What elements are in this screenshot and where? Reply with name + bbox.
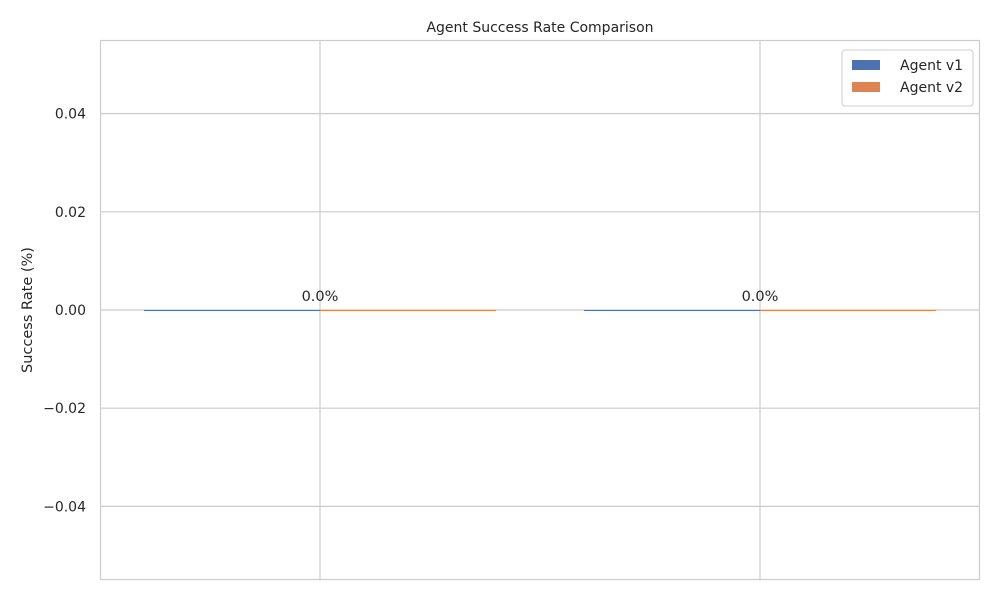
y-tick-label: 0.02 [55,205,86,221]
bar-agent-v2 [760,310,936,311]
bar-agent-v2 [320,310,496,311]
bar-agent-v1 [584,310,760,311]
data-labels: 0.0% 0.0% [302,289,779,305]
plot-frame [99,39,981,581]
bars [144,310,936,311]
legend-label: Agent v1 [900,58,963,74]
y-axis-label: Success Rate (%) [20,247,36,373]
y-tick-label: 0.00 [55,303,86,319]
bar-value-label: 0.0% [302,289,339,305]
bar-agent-v1 [144,310,320,311]
y-tick-label: −0.04 [43,499,86,515]
legend-label: Agent v2 [900,80,963,96]
legend-swatch [852,82,880,92]
y-tick-label: −0.02 [43,401,86,417]
legend: Agent v1 Agent v2 [841,49,974,107]
bar-value-label: 0.0% [742,289,779,305]
y-tick-label: 0.04 [55,107,86,123]
chart-title: Agent Success Rate Comparison [426,20,653,36]
y-tick-labels: −0.04 −0.02 0.00 0.02 0.04 [43,107,86,516]
legend-swatch [852,60,880,70]
